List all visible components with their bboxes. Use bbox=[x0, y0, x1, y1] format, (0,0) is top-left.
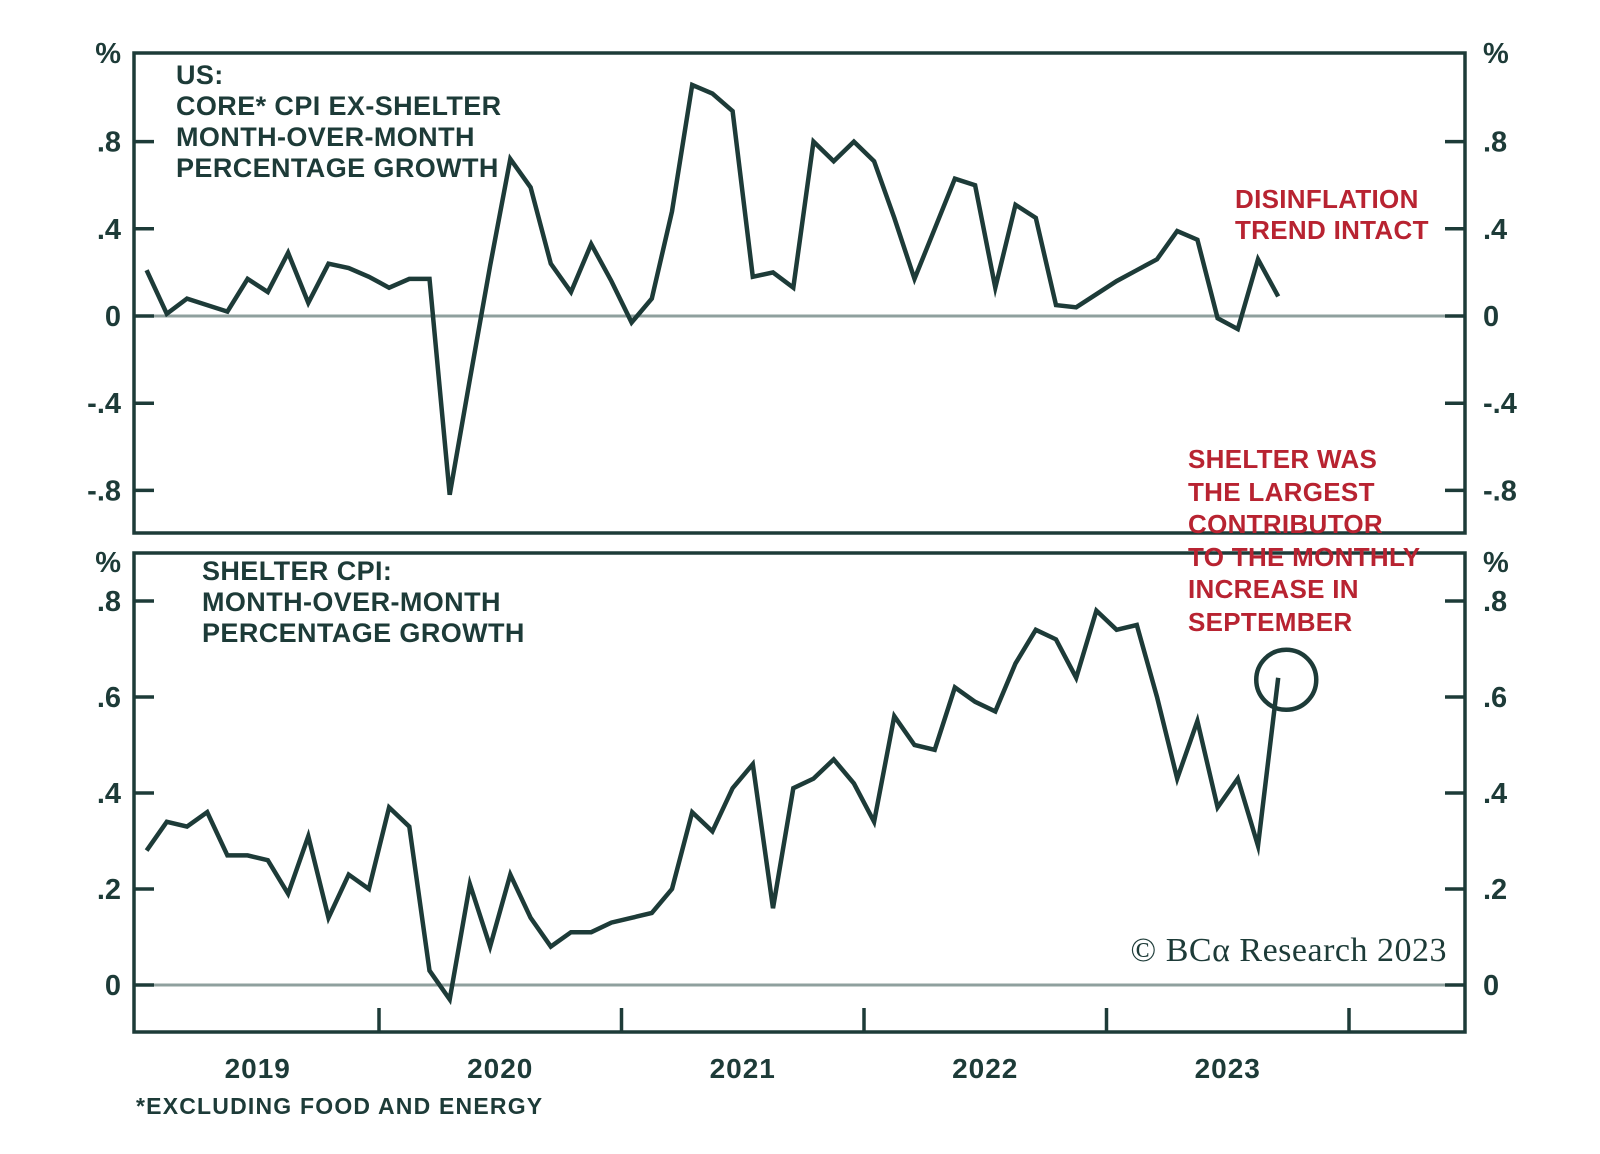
x-year-label: 2023 bbox=[1195, 1053, 1261, 1084]
footnote: *EXCLUDING FOOD AND ENERGY bbox=[136, 1093, 544, 1119]
shelter-annotation-line: THE LARGEST bbox=[1188, 476, 1375, 507]
top-panel-title-line: US: bbox=[176, 60, 224, 90]
top-panel-title: US: CORE* CPI EX-SHELTER MONTH-OVER-MONT… bbox=[176, 60, 502, 184]
bottom-panel-title-line: PERCENTAGE GROWTH bbox=[202, 618, 525, 648]
shelter-annotation-line: CONTRIBUTOR bbox=[1188, 509, 1383, 539]
x-year-label: 2020 bbox=[467, 1053, 533, 1084]
y-tick-label-right: 0 bbox=[1483, 301, 1499, 333]
bca-research-watermark: © BCα Research 2023 bbox=[1130, 932, 1447, 969]
shelter-annotation-line: SEPTEMBER bbox=[1188, 606, 1353, 637]
y-tick-label-left: -.4 bbox=[87, 388, 121, 420]
y-tick-label-right: 0 bbox=[1483, 970, 1499, 1002]
bottom-panel-title-line: MONTH-OVER-MONTH bbox=[202, 587, 501, 617]
y-axis-unit-right: % bbox=[1483, 38, 1509, 70]
y-tick-label-left: .8 bbox=[97, 586, 121, 618]
top-panel-title-line: PERCENTAGE GROWTH bbox=[176, 153, 499, 183]
september-point-circle-annotation bbox=[1253, 647, 1319, 713]
y-tick-label-left: .6 bbox=[97, 682, 121, 714]
x-year-label: 2019 bbox=[225, 1053, 291, 1084]
top-panel-title-line: CORE* CPI EX-SHELTER bbox=[176, 91, 502, 121]
y-tick-label-right: .4 bbox=[1483, 778, 1507, 810]
y-tick-label-left: 0 bbox=[105, 301, 121, 333]
bottom-panel-title: SHELTER CPI: MONTH-OVER-MONTH PERCENTAGE… bbox=[202, 556, 525, 649]
y-tick-label-right: .8 bbox=[1483, 127, 1507, 159]
y-tick-label-left: .8 bbox=[97, 127, 121, 159]
x-year-label: 2021 bbox=[710, 1053, 776, 1084]
shelter-annotation-line: SHELTER WAS bbox=[1188, 444, 1378, 474]
y-tick-label-left: .4 bbox=[97, 778, 121, 810]
y-tick-label-left: .4 bbox=[97, 214, 121, 246]
y-axis-unit-right: % bbox=[1483, 547, 1509, 579]
y-tick-label-left: 0 bbox=[105, 970, 121, 1002]
y-axis-unit-left: % bbox=[95, 547, 121, 579]
disinflation-annotation-line: TREND INTACT bbox=[1235, 215, 1429, 245]
bottom-panel-title-line: SHELTER CPI: bbox=[202, 556, 393, 586]
y-tick-label-right: .4 bbox=[1483, 214, 1507, 246]
disinflation-annotation: DISINFLATION TREND INTACT bbox=[1235, 184, 1429, 246]
y-tick-label-right: .2 bbox=[1483, 874, 1507, 906]
y-tick-label-right: .8 bbox=[1483, 586, 1507, 618]
y-axis-unit-left: % bbox=[95, 38, 121, 70]
x-year-label: 2022 bbox=[952, 1053, 1018, 1084]
y-tick-label-right: .6 bbox=[1483, 682, 1507, 714]
disinflation-annotation-line: DISINFLATION bbox=[1235, 184, 1419, 214]
y-tick-label-left: -.8 bbox=[87, 475, 121, 507]
shelter-annotation-line: INCREASE IN bbox=[1188, 574, 1359, 604]
top-panel-title-line: MONTH-OVER-MONTH bbox=[176, 122, 475, 152]
shelter-annotation-line: TO THE MONTHLY bbox=[1188, 541, 1421, 572]
bottom-data-series-line bbox=[144, 606, 1281, 1006]
shelter-annotation: SHELTER WAS THE LARGEST CONTRIBUTOR TO T… bbox=[1188, 443, 1420, 638]
top-panel-border bbox=[132, 51, 1467, 535]
y-tick-label-right: -.8 bbox=[1483, 475, 1517, 507]
top-data-series-line bbox=[144, 81, 1281, 496]
y-tick-label-left: .2 bbox=[97, 874, 121, 906]
y-tick-label-right: -.4 bbox=[1483, 388, 1517, 420]
